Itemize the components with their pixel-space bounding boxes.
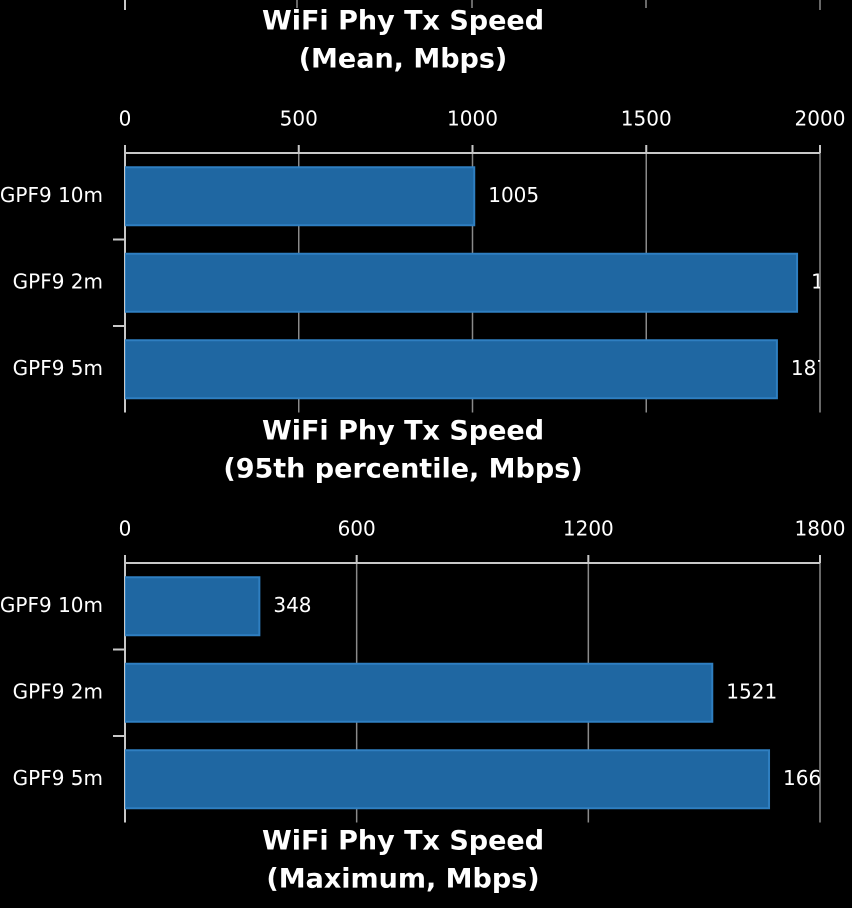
cut-off-grid	[124, 0, 821, 10]
value-label: 1005	[488, 183, 539, 207]
chart-subtitle: (Maximum, Mbps)	[266, 864, 539, 895]
chart-subtitle: (Mean, Mbps)	[299, 44, 508, 75]
chart-subtitle: (95th percentile, Mbps)	[223, 454, 582, 485]
value-label: 1876	[791, 356, 842, 380]
chart-title: WiFi Phy Tx Speed	[262, 6, 544, 37]
bar	[125, 252, 799, 313]
value-label: 1934	[811, 269, 852, 293]
category-label: GPF9 5m	[13, 356, 103, 380]
plot-area: 348 1521 1668	[125, 576, 834, 810]
plot-area: 1005 1934 1876	[125, 166, 852, 400]
bar	[125, 662, 714, 723]
value-label: 1668	[783, 766, 834, 790]
category-label: GPF9 2m	[13, 679, 103, 703]
x-tick-label: 1200	[563, 517, 614, 541]
x-tick-label: 1000	[447, 107, 498, 131]
bar	[125, 166, 476, 227]
category-label: GPF9 10m	[0, 183, 103, 207]
x-tick-label: 600	[338, 517, 376, 541]
bar	[125, 339, 778, 400]
category-label: GPF9 2m	[13, 269, 103, 293]
category-label: GPF9 5m	[13, 766, 103, 790]
x-tick-label: 2000	[795, 107, 846, 131]
x-tick-label: 0	[119, 107, 132, 131]
value-label: 348	[273, 593, 311, 617]
x-tick-label: 1500	[621, 107, 672, 131]
bar	[125, 576, 261, 637]
chart-title: WiFi Phy Tx Speed	[262, 416, 544, 447]
chart-title: WiFi Phy Tx Speed	[262, 826, 544, 857]
category-label: GPF9 10m	[0, 593, 103, 617]
x-tick-label: 500	[280, 107, 318, 131]
bar	[125, 749, 771, 810]
x-tick-label: 0	[119, 517, 132, 541]
x-tick-label: 1800	[795, 517, 846, 541]
value-label: 1521	[726, 679, 777, 703]
